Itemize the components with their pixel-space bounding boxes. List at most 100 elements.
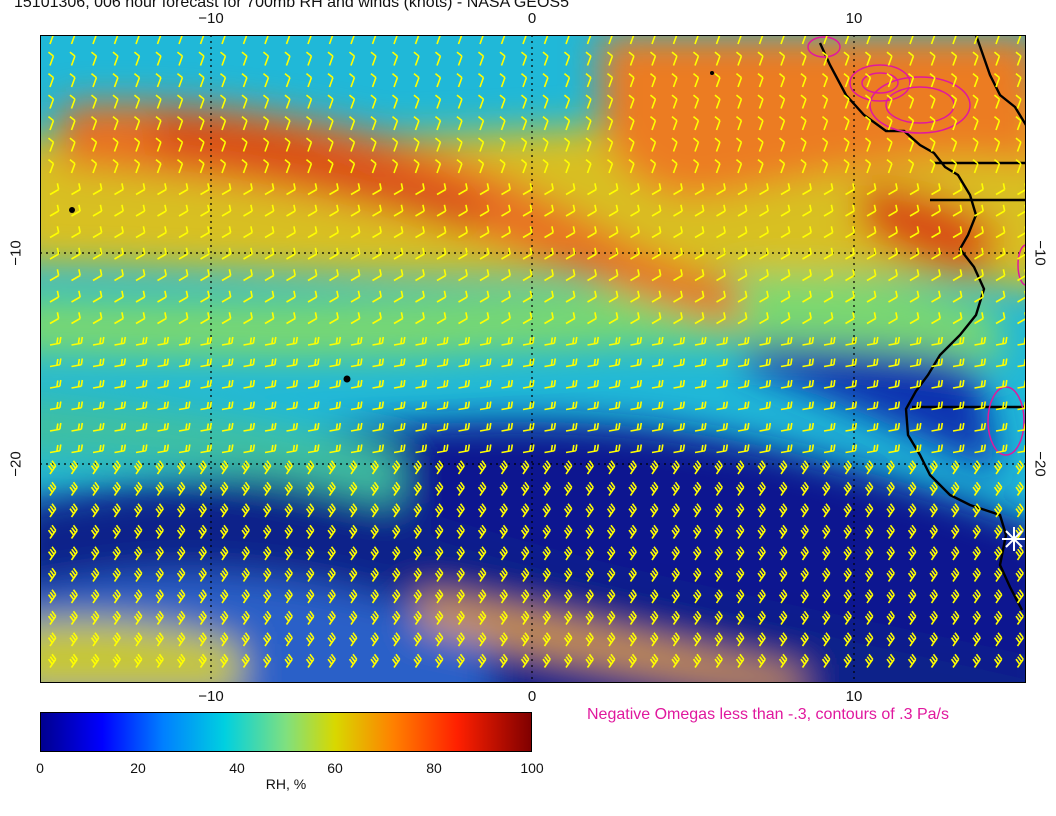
wind-barb <box>692 94 700 109</box>
wind-barb <box>286 312 296 325</box>
wind-barb <box>694 226 705 239</box>
wind-barb <box>587 226 597 239</box>
wind-barb <box>778 51 786 66</box>
wind-barb <box>71 183 81 196</box>
wind-barb <box>630 269 640 282</box>
wind-barb <box>501 422 514 432</box>
wind-barb <box>694 312 705 325</box>
wind-barb <box>993 589 1003 604</box>
wind-barb <box>307 226 318 239</box>
wind-barb <box>135 401 148 411</box>
wind-barb <box>286 422 299 432</box>
wind-barb <box>778 589 788 604</box>
wind-barb <box>499 159 506 174</box>
wind-barb <box>950 653 960 668</box>
wind-barb <box>391 137 399 152</box>
wind-barb <box>974 312 984 325</box>
wind-barb <box>92 183 103 196</box>
wind-barb <box>176 567 186 582</box>
wind-barb <box>671 546 680 561</box>
wind-barb <box>501 247 511 260</box>
wind-barb <box>864 51 872 66</box>
wind-barb <box>350 358 363 368</box>
wind-barb <box>628 481 637 496</box>
wind-barb <box>501 269 511 282</box>
wind-barb <box>329 247 339 260</box>
wind-barb <box>649 35 657 45</box>
wind-barb <box>112 73 119 88</box>
wind-barb <box>370 653 379 668</box>
wind-barb <box>800 546 809 561</box>
wind-barb <box>305 460 315 475</box>
wind-barb <box>864 503 874 518</box>
wind-barb <box>1015 51 1022 66</box>
wind-barb <box>585 35 592 45</box>
wind-barb <box>866 183 877 196</box>
wind-barb <box>370 503 379 518</box>
wind-barb <box>219 94 227 109</box>
wind-barb <box>845 358 858 368</box>
wind-barb <box>972 589 981 604</box>
wind-barb <box>886 116 893 131</box>
wind-barb <box>155 524 164 539</box>
wind-barb <box>241 460 250 475</box>
wind-barb <box>544 183 554 196</box>
wind-barb <box>716 183 726 196</box>
wind-barb <box>931 269 941 282</box>
wind-barb <box>843 35 850 45</box>
wind-barb <box>780 401 793 411</box>
wind-barb <box>391 653 401 668</box>
wind-barb <box>434 159 442 174</box>
wind-barb <box>219 481 229 496</box>
wind-barb <box>972 94 979 109</box>
wind-barb <box>477 116 485 131</box>
wind-barb <box>671 589 680 604</box>
wind-barb <box>995 379 1008 389</box>
wind-barb <box>864 546 874 561</box>
wind-barb <box>372 336 385 346</box>
wind-barb <box>993 159 1001 174</box>
wind-barb <box>628 51 635 66</box>
wind-barb <box>950 159 958 174</box>
wind-barb <box>907 610 917 625</box>
wind-barb <box>415 444 428 454</box>
wind-barb <box>47 567 57 582</box>
wind-barb <box>413 460 422 475</box>
wind-barb <box>735 567 745 582</box>
wind-barb <box>415 401 428 411</box>
wind-barb <box>714 35 721 45</box>
wind-barb <box>821 567 831 582</box>
wind-barb <box>866 226 877 239</box>
wind-barb <box>477 653 487 668</box>
wind-barb <box>456 546 465 561</box>
colorbar-title: RH, % <box>265 776 307 792</box>
wind-barb <box>608 312 619 325</box>
wind-barb <box>608 444 621 454</box>
wind-barb <box>305 653 315 668</box>
wind-barb <box>178 358 191 368</box>
wind-barb <box>243 247 253 260</box>
wind-barb <box>651 422 664 432</box>
wind-barb <box>972 460 981 475</box>
x-tick-label-top: −10 <box>198 10 224 27</box>
wind-barb <box>823 269 834 282</box>
wind-barb <box>71 312 81 325</box>
wind-barb <box>114 358 127 368</box>
wind-barb <box>327 546 336 561</box>
wind-barb <box>47 546 57 561</box>
wind-barb <box>671 460 680 475</box>
y-tick-label-left: −10 <box>7 240 25 266</box>
wind-barb <box>305 524 315 539</box>
wind-barb <box>329 312 339 325</box>
wind-barb <box>972 503 981 518</box>
wind-barb <box>694 444 707 454</box>
wind-barb <box>522 290 533 303</box>
wind-barb <box>155 567 164 582</box>
wind-barb <box>737 204 748 217</box>
wind-barb <box>974 358 987 368</box>
wind-barb <box>888 183 898 196</box>
wind-barb <box>114 290 124 303</box>
wind-barb <box>327 503 336 518</box>
wind-barb <box>843 567 852 582</box>
wind-barb <box>176 137 184 152</box>
